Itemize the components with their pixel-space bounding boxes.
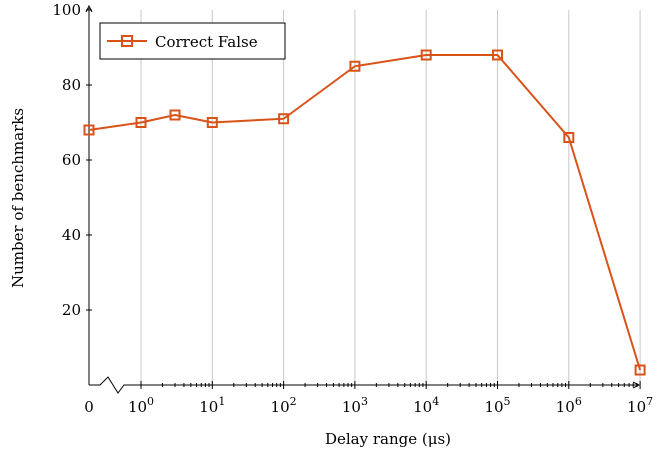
axes	[85, 4, 641, 394]
data-point	[83, 124, 95, 136]
legend: Correct False	[99, 22, 286, 60]
x-tick-label: 101	[199, 395, 225, 416]
y-tick-label: 40	[62, 226, 81, 244]
x-tick-label: 106	[556, 395, 582, 416]
x-axis-title: Delay range (μs)	[325, 430, 451, 448]
data-point	[169, 109, 181, 121]
series-layer	[83, 49, 646, 376]
x-tick-label: 107	[627, 395, 653, 416]
legend-marker	[121, 35, 133, 47]
x-tick-label: 0	[84, 398, 94, 416]
y-axis-title: Number of benchmarks	[9, 108, 27, 288]
data-point	[349, 60, 361, 72]
x-axis-line	[89, 376, 638, 394]
data-point	[135, 117, 147, 128]
y-tick-label: 100	[52, 1, 81, 19]
x-axis-arrow	[632, 381, 641, 389]
y-tick-label: 20	[62, 301, 81, 319]
x-tick-label: 103	[342, 395, 368, 416]
y-tick-label: 60	[62, 151, 81, 169]
series-line	[88, 54, 642, 371]
legend-label: Correct False	[155, 33, 258, 51]
tick-labels: 0 100 101 102 103 104 105 106 107 20 40 60 80 100	[52, 1, 653, 416]
x-tick-label: 100	[128, 395, 154, 416]
x-tick-label: 102	[271, 395, 297, 416]
data-point	[634, 364, 646, 376]
data-point	[206, 117, 218, 128]
x-tick-label: 105	[484, 395, 510, 416]
data-point	[278, 113, 290, 125]
y-tick-label: 80	[62, 76, 81, 94]
data-point	[563, 132, 575, 143]
x-tick-label: 104	[413, 395, 439, 416]
data-point	[420, 49, 432, 61]
data-point	[492, 49, 503, 61]
vertical-gridlines	[140, 10, 641, 385]
